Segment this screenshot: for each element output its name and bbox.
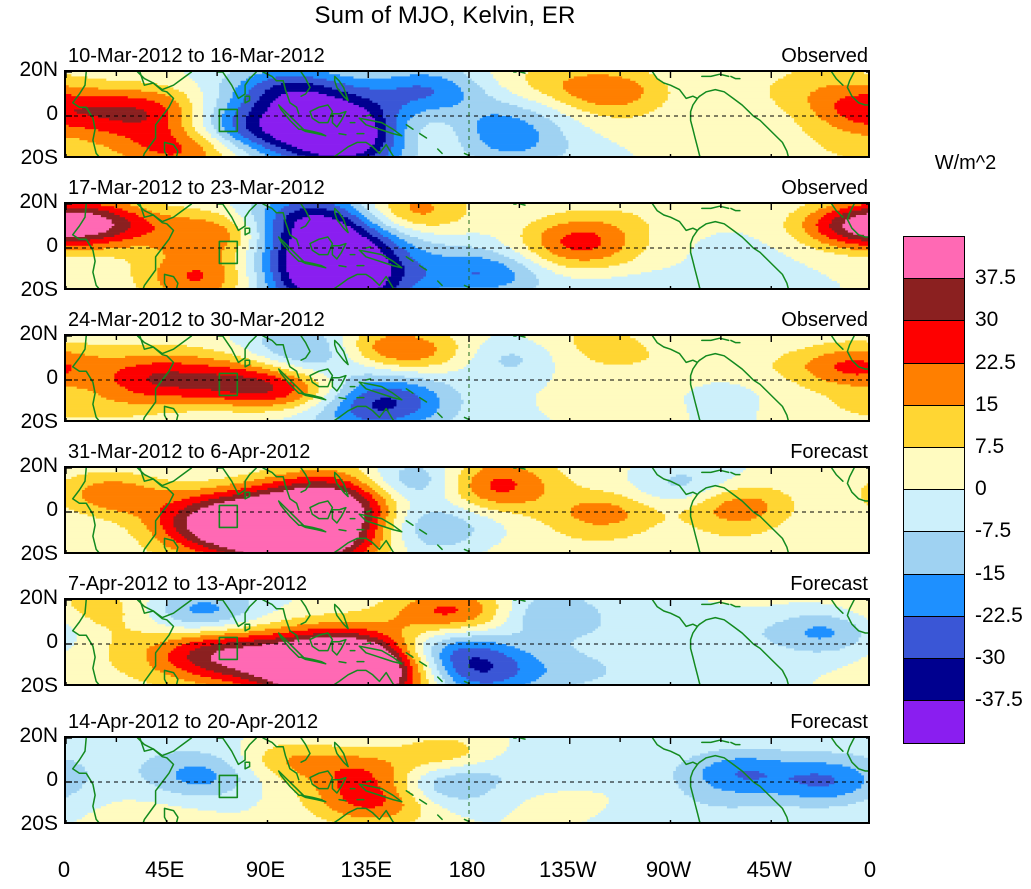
panel-kind-label: Observed	[781, 177, 868, 199]
colorbar-band[interactable]	[904, 701, 964, 744]
colorbar-band[interactable]	[904, 616, 964, 659]
map-field	[64, 202, 870, 290]
colorbar-band[interactable]	[904, 405, 964, 448]
colorbar-band[interactable]	[904, 658, 964, 702]
y-tick-label: 0	[46, 234, 58, 257]
y-tick-label: 20S	[20, 278, 58, 301]
colorbar-band[interactable]	[904, 363, 964, 406]
y-axis-group: 20N 0 20S	[0, 724, 58, 835]
colorbar-tick-label: 30	[975, 308, 999, 332]
map-field	[64, 598, 870, 686]
map-panel-2: 17-Mar-2012 to 23-Mar-2012 Observed	[64, 177, 870, 290]
panel-date-label: 10-Mar-2012 to 16-Mar-2012	[68, 45, 325, 67]
panel-date-label: 7-Apr-2012 to 13-Apr-2012	[68, 573, 308, 595]
x-tick-label: 180	[448, 857, 486, 882]
panel-kind-label: Forecast	[790, 441, 868, 463]
colorbar-tick-label: 7.5	[975, 435, 1005, 458]
map-panel-4: 31-Mar-2012 to 6-Apr-2012 Forecast	[64, 441, 870, 554]
map-panel-3: 24-Mar-2012 to 30-Mar-2012 Observed	[64, 309, 870, 422]
y-tick-label: 20N	[19, 454, 58, 477]
panel-kind-label: Forecast	[790, 573, 868, 595]
y-axis-group: 20N 0 20S	[0, 322, 58, 433]
colorbar-band[interactable]	[904, 321, 964, 364]
y-tick-label: 20S	[20, 146, 58, 169]
y-tick-label: 20N	[19, 724, 58, 747]
panel-kind-label: Observed	[781, 45, 868, 67]
x-tick-label: 135W	[539, 857, 597, 882]
colorbar-band[interactable]	[904, 279, 964, 322]
panel-header: 14-Apr-2012 to 20-Apr-2012 Forecast	[64, 711, 870, 735]
map-field	[64, 334, 870, 422]
colorbar-band[interactable]	[904, 447, 964, 491]
y-tick-label: 20S	[20, 410, 58, 433]
y-tick-label: 20N	[19, 58, 58, 81]
panel-date-label: 24-Mar-2012 to 30-Mar-2012	[68, 309, 325, 331]
colorbar-tick-label: 15	[975, 392, 999, 416]
colorbar-units-label: W/m^2	[934, 152, 997, 174]
colorbar-band[interactable]	[904, 574, 964, 617]
y-tick-label: 0	[46, 498, 58, 521]
y-tick-label: 0	[46, 768, 58, 791]
map-panel-6: 14-Apr-2012 to 20-Apr-2012 Forecast	[64, 711, 870, 824]
colorbar-band[interactable]	[904, 490, 964, 533]
colorbar-tick-label: -22.5	[975, 603, 1023, 627]
colorbar-tick-label: 22.5	[975, 350, 1016, 374]
panel-header: 24-Mar-2012 to 30-Mar-2012 Observed	[64, 309, 870, 333]
y-tick-label: 0	[46, 630, 58, 653]
x-axis: 0 45E 90E 135E 180 135W 90W 45W 0	[58, 845, 876, 885]
y-tick-label: 20S	[20, 542, 58, 565]
y-tick-label: 20S	[20, 812, 58, 835]
map-field	[64, 466, 870, 554]
colorbar-tick-label: -7.5	[975, 519, 1012, 543]
y-tick-label: 20S	[20, 674, 58, 697]
colorbar-tick-label: 0	[975, 477, 987, 501]
y-axis-group: 20N 0 20S	[0, 586, 58, 697]
y-tick-label: 0	[46, 366, 58, 389]
y-axis-group: 20N 0 20S	[0, 58, 58, 169]
colorbar[interactable]	[903, 236, 965, 745]
x-tick-label: 90W	[645, 857, 692, 882]
colorbar-tick-label: -15	[975, 561, 1006, 585]
map-panel-1: 10-Mar-2012 to 16-Mar-2012 Observed	[64, 45, 870, 158]
x-tick-label: 0	[863, 857, 877, 882]
panel-kind-label: Observed	[781, 309, 868, 331]
x-tick-label: 0	[57, 857, 71, 882]
colorbar-tick-label: 37.5	[975, 266, 1016, 290]
y-axis-group: 20N 0 20S	[0, 454, 58, 565]
y-tick-label: 20N	[19, 586, 58, 609]
x-tick-label: 135E	[340, 857, 392, 882]
y-axis-group: 20N 0 20S	[0, 190, 58, 301]
panel-header: 10-Mar-2012 to 16-Mar-2012 Observed	[64, 45, 870, 69]
panel-date-label: 31-Mar-2012 to 6-Apr-2012	[68, 441, 311, 463]
panel-header: 31-Mar-2012 to 6-Apr-2012 Forecast	[64, 441, 870, 465]
panel-date-label: 14-Apr-2012 to 20-Apr-2012	[68, 711, 319, 733]
y-tick-label: 20N	[19, 190, 58, 213]
panel-header: 7-Apr-2012 to 13-Apr-2012 Forecast	[64, 573, 870, 597]
colorbar-band[interactable]	[904, 532, 964, 575]
map-field	[64, 70, 870, 158]
y-tick-label: 20N	[19, 322, 58, 345]
page-title: Sum of MJO, Kelvin, ER	[314, 2, 576, 29]
x-tick-label: 45W	[746, 857, 792, 882]
y-tick-label: 0	[46, 102, 58, 125]
panel-date-label: 17-Mar-2012 to 23-Mar-2012	[68, 177, 325, 199]
map-field	[64, 736, 870, 824]
colorbar-tick-label: -30	[975, 646, 1006, 669]
colorbar-band[interactable]	[904, 237, 964, 280]
map-panel-5: 7-Apr-2012 to 13-Apr-2012 Forecast	[64, 573, 870, 686]
colorbar-tick-label: -37.5	[975, 688, 1023, 712]
panel-header: 17-Mar-2012 to 23-Mar-2012 Observed	[64, 177, 870, 201]
x-tick-label: 90E	[245, 857, 286, 882]
panel-kind-label: Forecast	[790, 711, 868, 733]
x-tick-label: 45E	[145, 857, 185, 882]
